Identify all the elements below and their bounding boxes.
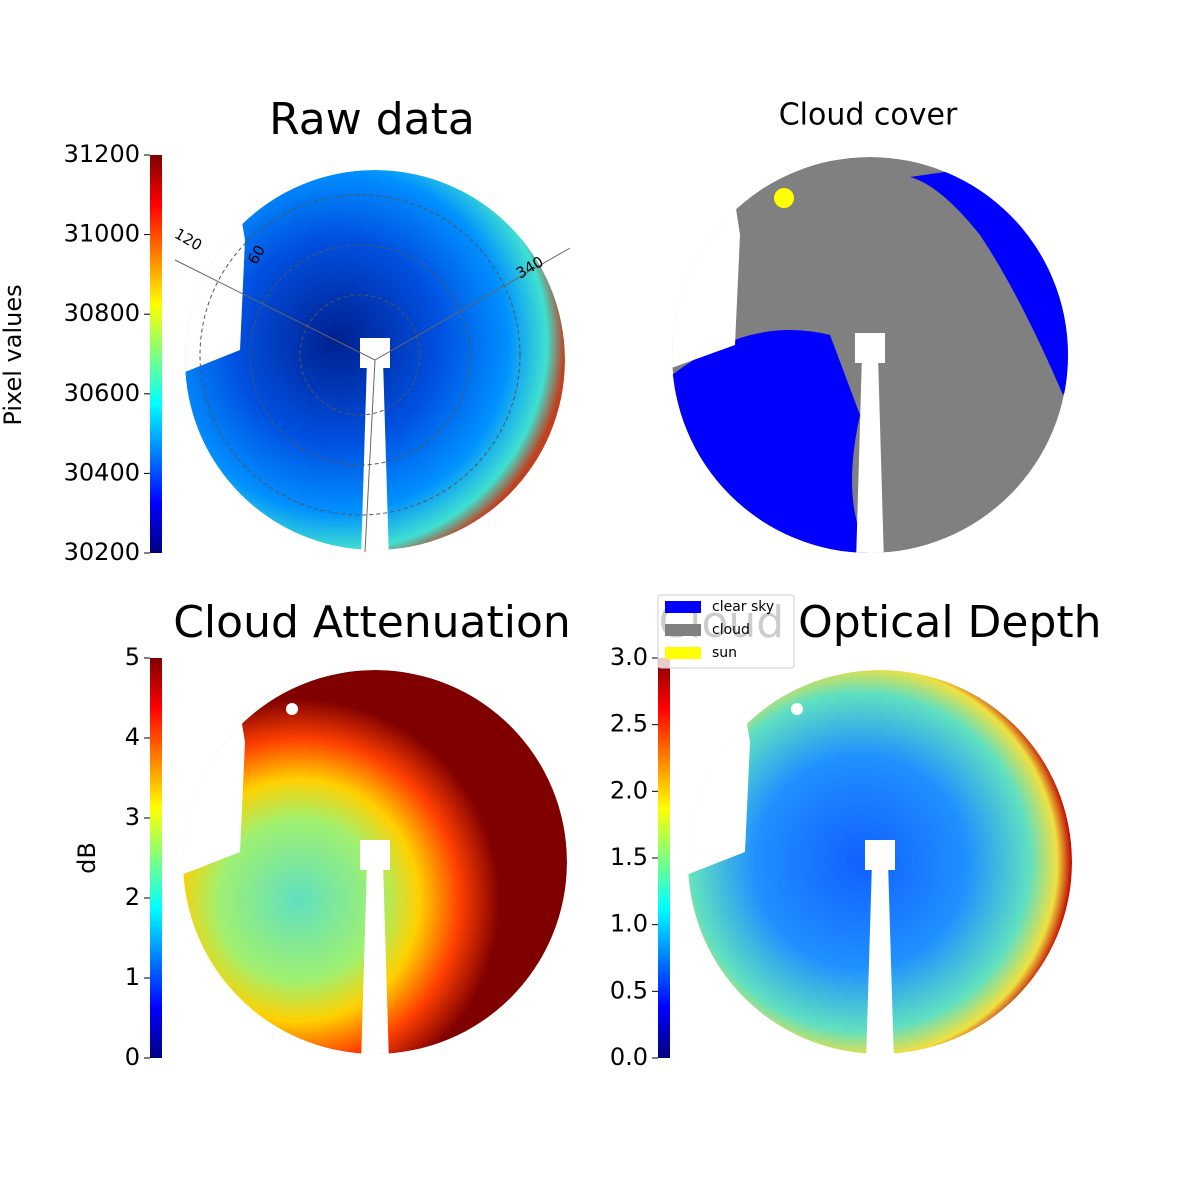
sky-image xyxy=(183,670,567,1054)
colorbar-tick-label: 0 xyxy=(125,1043,140,1071)
camera-mask xyxy=(360,840,390,870)
clear-sky-area xyxy=(672,330,870,553)
horizon-mask xyxy=(183,670,245,882)
polar-spoke xyxy=(374,247,571,361)
sun-marker xyxy=(774,188,794,208)
horizon-mask xyxy=(185,170,245,380)
camera-mask xyxy=(865,840,895,870)
colorbar-tick-label: 3 xyxy=(125,803,140,831)
polar-spoke xyxy=(174,259,376,361)
legend-swatch xyxy=(665,601,701,613)
colorbar-tick-label: 30600 xyxy=(64,379,140,407)
colorbar-tick-label: 30200 xyxy=(64,538,140,566)
polar-ring xyxy=(199,194,521,516)
mast-mask xyxy=(361,360,389,550)
legend-swatch xyxy=(665,647,701,659)
polar-ring xyxy=(299,294,421,416)
legend-swatch xyxy=(665,624,701,636)
mast-mask xyxy=(856,355,884,553)
colorbar-tick-label: 0.5 xyxy=(610,976,648,1004)
colorbar-tick-label: 2.0 xyxy=(610,776,648,804)
colorbar-tick-label: 4 xyxy=(125,723,140,751)
panel-title: Raw data xyxy=(269,94,475,145)
panel-title: Cloud cover xyxy=(779,98,958,133)
colorbar-tick-label: 31000 xyxy=(64,220,140,248)
camera-mask xyxy=(855,333,885,363)
colorbar xyxy=(150,658,162,1058)
mast-mask xyxy=(866,862,894,1054)
colorbar xyxy=(150,155,162,553)
colorbar xyxy=(658,658,670,1058)
polar-spoke xyxy=(364,359,376,553)
colorbar-label: Pixel values xyxy=(0,284,27,425)
mast-mask xyxy=(361,862,389,1054)
colorbar-tick-label: 30400 xyxy=(64,458,140,486)
colorbar-tick-label: 31200 xyxy=(64,140,140,168)
colorbar-tick-label: 2.5 xyxy=(610,710,648,738)
colorbar-tick-label: 0.0 xyxy=(610,1043,648,1071)
legend-label: cloud xyxy=(712,622,750,638)
panel-title: Cloud Attenuation xyxy=(173,597,571,648)
horizon-mask xyxy=(688,670,750,882)
colorbar-tick-label: 3.0 xyxy=(610,643,648,671)
legend-label: sun xyxy=(712,645,737,661)
colorbar-tick-label: 1 xyxy=(125,963,140,991)
colorbar-tick-label: 2 xyxy=(125,883,140,911)
polar-ring xyxy=(249,244,471,466)
horizon-mask xyxy=(672,157,740,375)
colorbar-label: dB xyxy=(73,842,101,874)
sun-mask xyxy=(791,703,803,715)
legend-label: clear sky xyxy=(712,599,774,615)
colorbar-tick-label: 30800 xyxy=(64,299,140,327)
colorbar-tick-label: 5 xyxy=(125,643,140,671)
polar-label: 120 xyxy=(171,225,205,255)
sun-mask xyxy=(286,703,298,715)
sky-image xyxy=(672,157,1068,553)
sky-image xyxy=(688,670,1072,1054)
colorbar-tick-label: 1.0 xyxy=(610,910,648,938)
colorbar-tick-label: 1.5 xyxy=(610,843,648,871)
